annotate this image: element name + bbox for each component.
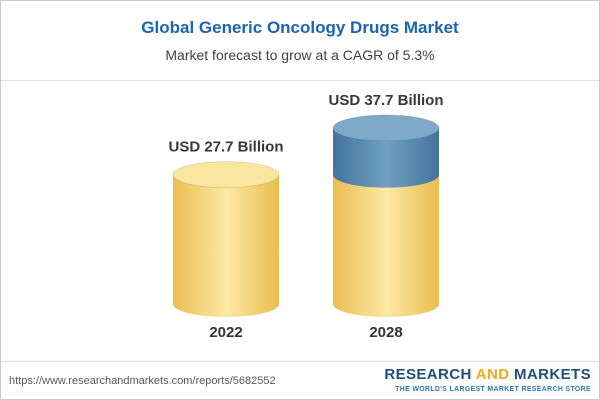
logo-wordmark: RESEARCH AND MARKETS xyxy=(384,367,591,384)
cylinder-segment-body xyxy=(173,174,279,304)
bar-value-label: USD 27.7 Billion xyxy=(168,139,283,156)
chart-title: Global Generic Oncology Drugs Market xyxy=(141,18,459,37)
chart-area: USD 27.7 Billion 2022 USD 37.7 Billion 2028 xyxy=(1,81,599,361)
footer: https://www.researchandmarkets.com/repor… xyxy=(1,361,599,399)
bar-value-label: USD 37.7 Billion xyxy=(328,92,443,109)
cylinder-top xyxy=(172,161,280,189)
logo-word-markets: MARKETS xyxy=(514,366,591,384)
logo-word-and: AND xyxy=(475,366,510,384)
bar-category-label: 2022 xyxy=(209,324,242,341)
cylinder-bar-chart: USD 27.7 Billion 2022 USD 37.7 Billion 2028 xyxy=(168,92,443,341)
logo-tagline: THE WORLD'S LARGEST MARKET RESEARCH STOR… xyxy=(395,385,591,393)
cylinder-segment-body xyxy=(333,174,439,304)
chart-header: Global Generic Oncology Drugs Market Mar… xyxy=(1,1,599,81)
chart-subtitle: Market forecast to grow at a CAGR of 5.3… xyxy=(165,47,435,63)
report-url-link[interactable]: https://www.researchandmarkets.com/repor… xyxy=(9,374,276,387)
logo-word-research: RESEARCH xyxy=(384,366,472,384)
researchandmarkets-logo: RESEARCH AND MARKETS THE WORLD'S LARGEST… xyxy=(384,367,591,393)
bar-2028: USD 37.7 Billion 2028 xyxy=(328,92,443,341)
bar-2022: USD 27.7 Billion 2022 xyxy=(168,139,283,341)
bar-category-label: 2028 xyxy=(369,324,402,341)
cylinder-top xyxy=(332,114,440,142)
